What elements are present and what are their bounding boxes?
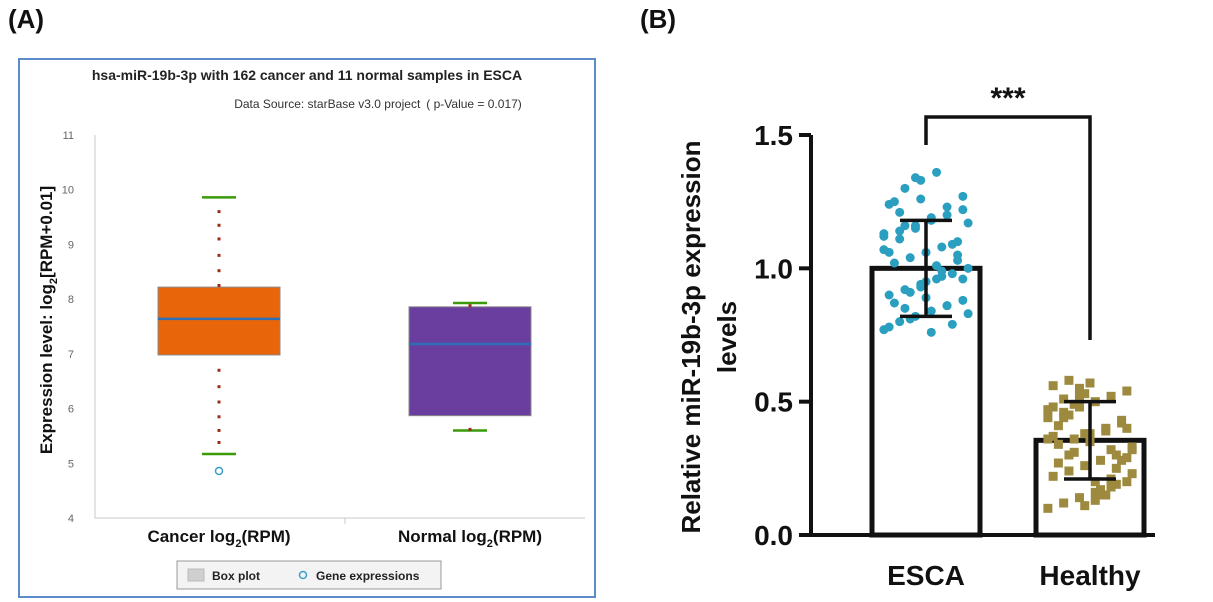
x-category-label: ESCA (887, 560, 965, 591)
bar-healthy (1036, 376, 1144, 535)
data-point (1049, 403, 1058, 412)
data-point (1101, 427, 1110, 436)
data-point (1101, 491, 1110, 500)
data-point (1122, 477, 1131, 486)
data-point (948, 320, 957, 329)
data-point (1054, 421, 1063, 430)
data-point (943, 301, 952, 310)
bar-esca (872, 168, 980, 535)
data-point (964, 309, 973, 318)
data-point (1128, 469, 1137, 478)
data-point (937, 243, 946, 252)
data-point (943, 203, 952, 212)
data-point (879, 229, 888, 238)
y-axis-label-line2: levels (712, 301, 742, 373)
data-point (1122, 424, 1131, 433)
data-point (964, 219, 973, 228)
data-point (906, 253, 915, 262)
data-point (885, 323, 894, 332)
data-point (964, 264, 973, 273)
data-point (885, 291, 894, 300)
data-point (1049, 472, 1058, 481)
data-point (1080, 461, 1089, 470)
data-point (1117, 416, 1126, 425)
data-point (948, 269, 957, 278)
data-point (1059, 413, 1068, 422)
data-point (1080, 429, 1089, 438)
data-point (1054, 440, 1063, 449)
y-tick-label: 1.0 (754, 253, 793, 284)
data-point (1059, 499, 1068, 508)
y-tick-label: 0.5 (754, 387, 793, 418)
data-point (958, 205, 967, 214)
data-point (958, 192, 967, 201)
data-point (890, 299, 899, 308)
data-point (932, 261, 941, 270)
data-point (953, 251, 962, 260)
data-point (1075, 392, 1084, 401)
data-point (1064, 451, 1073, 460)
data-point (890, 197, 899, 206)
significance-label: *** (990, 82, 1025, 115)
data-point (1107, 392, 1116, 401)
y-axis-label: Relative miR-19b-3p expression (676, 140, 706, 533)
data-point (958, 275, 967, 284)
data-point (1054, 459, 1063, 468)
data-point (1043, 413, 1052, 422)
data-point (900, 304, 909, 313)
data-point (900, 221, 909, 230)
data-point (1080, 501, 1089, 510)
data-point (911, 224, 920, 233)
data-point (932, 168, 941, 177)
data-point (890, 259, 899, 268)
data-point (1049, 381, 1058, 390)
data-point (927, 307, 936, 316)
data-point (1086, 379, 1095, 388)
data-point (1128, 443, 1137, 452)
data-point (895, 208, 904, 217)
y-tick-label: 1.5 (754, 120, 793, 151)
data-point (1064, 376, 1073, 385)
y-tick-label: 0.0 (754, 520, 793, 551)
data-point (885, 248, 894, 257)
data-point (1096, 456, 1105, 465)
data-point (1112, 464, 1121, 473)
data-point (900, 184, 909, 193)
data-point (927, 328, 936, 337)
data-point (916, 283, 925, 292)
data-point (937, 272, 946, 281)
data-point (895, 317, 904, 326)
data-point (1064, 467, 1073, 476)
data-point (1043, 504, 1052, 513)
data-point (1122, 387, 1131, 396)
data-point (1070, 435, 1079, 444)
data-point (911, 173, 920, 182)
data-point (1091, 496, 1100, 505)
data-point (1107, 445, 1116, 454)
data-point (948, 240, 957, 249)
data-point (958, 296, 967, 305)
data-point (1117, 456, 1126, 465)
data-point (916, 195, 925, 204)
data-point (1075, 493, 1084, 502)
data-point (906, 288, 915, 297)
data-point (943, 211, 952, 220)
x-category-label: Healthy (1039, 560, 1141, 591)
data-point (1043, 435, 1052, 444)
data-point (895, 235, 904, 244)
